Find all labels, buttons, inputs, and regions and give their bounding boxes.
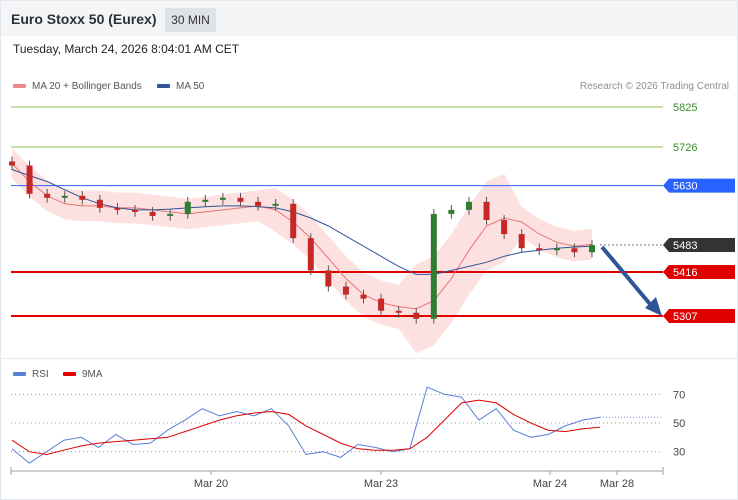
candle-body [237,197,244,202]
candle-body [571,248,578,253]
candle-body [430,213,437,319]
timestamp-text: Tuesday, March 24, 2026 8:04:01 AM CET [13,42,240,56]
candle-body [96,199,103,208]
legend-rsi-ma: 9MA [63,369,103,380]
x-tick-label: Mar 23 [364,478,398,490]
level-tag-5630 [663,178,735,193]
rsi-tick-label: 50 [673,418,685,430]
ma20-legend-label: MA 20 + Bollinger Bands [32,81,142,92]
candle-body [44,193,51,198]
candle-body [465,201,472,210]
candle-body [378,298,385,311]
rsi-line [11,386,601,464]
candle-body [26,165,33,194]
forecast-arrow-head [645,297,662,316]
legend-ma20: MA 20 + Bollinger Bands [13,81,142,92]
candle-body [342,286,349,295]
interval-button[interactable]: 30 MIN [165,8,216,32]
x-tick-label: Mar 24 [533,478,567,490]
candle-body [395,310,402,313]
candle-body [272,203,279,206]
instrument-title: Euro Stoxx 50 (Eurex) [11,11,157,27]
candle-body [79,195,86,200]
candle-body [448,209,455,214]
candle-body [61,195,68,198]
chart-header: Euro Stoxx 50 (Eurex) 30 MIN [1,1,737,36]
candle-body [9,161,15,166]
candle-body [518,234,525,249]
legend-rsi: RSI [13,369,49,380]
ma50-line [11,169,593,275]
level-tag-5416 [663,265,735,280]
level-tag-5483 [663,237,735,252]
level-label-5307: 5307 [673,311,697,323]
rsi-swatch [13,372,26,377]
level-label-5726: 5726 [673,142,697,154]
x-tick-label: Mar 20 [194,478,228,490]
level-label-5483: 5483 [673,240,697,252]
level-label-5630: 5630 [673,181,697,193]
rsi-ma-legend-label: 9MA [82,369,103,380]
candle-body [149,211,156,216]
candle-body [501,219,508,235]
rsi-ma-line [11,399,601,456]
level-label-5825: 5825 [673,102,697,114]
ma20-line [11,163,593,310]
bollinger-bands [12,148,592,354]
forecast-arrow-shaft [600,245,657,312]
x-tick-label: Mar 28 [600,478,634,490]
rsi-ma-swatch [63,372,76,377]
candle-body [255,201,262,206]
candle-body [202,199,209,202]
candle-body [553,248,560,251]
panel-separator [1,358,737,359]
legend-ma50: MA 50 [157,81,204,92]
level-label-5416: 5416 [673,267,697,279]
candle-body [536,248,543,251]
candle-body [290,203,297,239]
candle-body [184,201,191,214]
ma20-swatch [13,84,26,89]
candle-body [413,312,420,319]
candle-body [307,238,314,271]
candle-body [589,244,595,253]
candle-body [360,294,367,299]
candle-body [132,209,139,212]
candle-body [483,201,490,220]
copyright-text: Research © 2026 Trading Central [579,81,729,92]
rsi-legend-label: RSI [32,369,49,380]
rsi-tick-label: 30 [673,447,685,459]
level-tag-5307 [663,309,735,323]
candle-body [114,207,121,210]
rsi-tick-label: 70 [673,389,685,401]
ma50-legend-label: MA 50 [176,81,205,92]
candle-body [325,270,332,287]
ma50-swatch [157,84,170,89]
candle-body [167,213,174,216]
candle-body [219,197,226,200]
